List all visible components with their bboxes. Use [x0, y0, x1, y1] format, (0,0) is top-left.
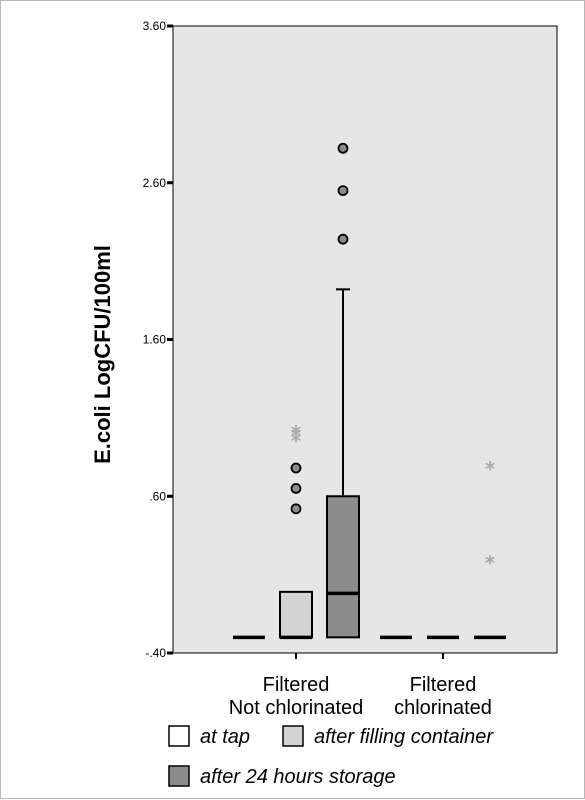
y-tick-label: 1.60	[143, 333, 167, 347]
chart-marks: *****	[233, 142, 506, 640]
category-label-line1: Filtered	[263, 674, 330, 696]
legend: at tap after filling container after 24 ho…	[168, 725, 494, 788]
outlier-point	[337, 185, 349, 196]
outlier-point	[290, 483, 302, 494]
extreme-point: *	[485, 457, 496, 481]
box-2-0	[326, 142, 360, 639]
y-tick-label: 3.60	[143, 19, 167, 33]
legend-label: at tap	[200, 726, 250, 748]
box-1-0: ***	[279, 421, 313, 640]
category-label-line2: Not chlorinated	[229, 697, 364, 719]
extreme-point: *	[291, 421, 302, 445]
legend-label: after filling container	[314, 726, 494, 748]
legend-swatch	[168, 725, 190, 747]
y-axis: 3.60 2.60 1.60 .60 -.40	[143, 19, 173, 660]
legend-label: after 24 hours storage	[200, 766, 396, 788]
plot-area	[172, 25, 558, 654]
y-tick-label: -.40	[145, 646, 166, 660]
category-label-line2: chlorinated	[394, 697, 492, 719]
legend-swatch	[168, 765, 190, 787]
box-rect	[279, 590, 313, 639]
box-2-1: **	[474, 457, 506, 640]
y-axis-label: E.coli LogCFU/100ml	[90, 245, 115, 464]
outlier-point	[337, 142, 349, 154]
y-tick-label: .60	[149, 489, 166, 503]
legend-swatch	[282, 725, 304, 747]
outlier-point	[290, 503, 302, 515]
box-rect	[326, 495, 360, 639]
category-label-line1: Filtered	[410, 674, 477, 696]
extreme-point: *	[291, 424, 302, 448]
extreme-point: *	[291, 429, 302, 453]
outlier-point	[337, 233, 349, 245]
y-tick-label: 2.60	[143, 176, 167, 190]
extreme-point: *	[485, 551, 496, 575]
outlier-point	[290, 462, 302, 474]
